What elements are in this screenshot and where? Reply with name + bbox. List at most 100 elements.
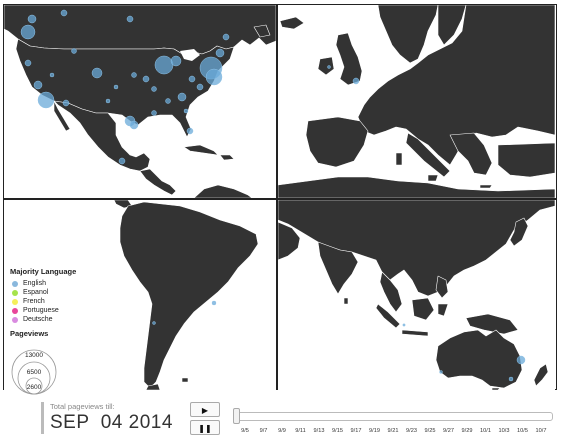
land-central-america	[139, 168, 177, 196]
timeline-tick: 9/13	[313, 428, 325, 434]
land-turkey	[497, 142, 555, 178]
legend-dot-french	[12, 298, 18, 305]
land-iceland	[279, 16, 305, 30]
north-america-map	[4, 5, 276, 198]
timeline-tick: 9/5	[241, 428, 249, 434]
timeline-tick: 9/21	[387, 428, 399, 434]
legend-item-english: English	[10, 279, 100, 288]
timeline-tick: 9/27	[443, 428, 454, 434]
timeline-tick: 9/11	[295, 428, 306, 434]
legend-label: Portuguese	[23, 307, 59, 314]
total-pageviews-label: Total pageviews till:	[50, 402, 115, 411]
land-india	[317, 241, 359, 295]
pageviews-size-legend: 13000 6500 2600	[11, 349, 57, 395]
land-canada	[4, 5, 276, 56]
land-new-zealand	[533, 363, 549, 387]
timeline-tick: 9/25	[424, 428, 436, 434]
land-mexico	[53, 100, 151, 172]
timeline-slider-handle[interactable]	[233, 408, 240, 424]
land-iberia	[305, 116, 369, 168]
play-icon: ▶	[201, 406, 209, 415]
land-usa	[15, 38, 235, 138]
legend-label: Espanol	[23, 289, 49, 296]
timeline-tick: 9/7	[259, 428, 268, 434]
timeline-ticks: 9/5 9/7 9/9 9/11 9/13 9/15 9/17 9/19 9/21 9/23 9/2…	[237, 428, 553, 438]
land-baja	[53, 100, 71, 132]
land-australia	[435, 329, 523, 389]
land-uk	[335, 32, 363, 86]
timeline-tick: 9/29	[461, 428, 473, 434]
pause-button[interactable]: ❚❚	[190, 420, 220, 435]
map-panel-south-america[interactable]	[4, 200, 276, 390]
land-finland	[437, 5, 467, 46]
land-tasmania	[491, 387, 501, 390]
legend-item-deutsche: Deutsche	[10, 315, 100, 324]
map-panel-europe[interactable]	[278, 5, 555, 198]
asia-oceania-map	[278, 200, 555, 390]
land-scandinavia	[377, 5, 439, 64]
timeline-tick: 9/9	[278, 428, 286, 434]
legend-item-espanol: Espanol	[10, 288, 100, 297]
legend-label: English	[23, 280, 46, 287]
land-java	[401, 329, 429, 337]
timeline-tick: 10/7	[535, 428, 547, 434]
timeline-tick: 9/19	[369, 428, 380, 434]
land-cuba	[183, 144, 219, 156]
legend-item-french: French	[10, 297, 100, 306]
panel-divider-horizontal	[4, 198, 556, 200]
land-newfoundland	[253, 24, 271, 38]
legend-dot-espanol	[12, 289, 18, 296]
legend-dot-english	[12, 280, 18, 287]
timeline-tick: 10/5	[517, 428, 528, 434]
pause-icon: ❚❚	[198, 424, 212, 433]
land-crete	[479, 184, 493, 189]
land-new-guinea	[465, 313, 519, 335]
pv-label-13000: 13000	[25, 352, 43, 359]
play-button[interactable]: ▶	[190, 402, 220, 417]
legend-label: French	[23, 298, 45, 305]
timeline-tick: 9/23	[406, 428, 417, 434]
land-south-america	[119, 201, 259, 389]
panel-divider-vertical	[276, 5, 278, 389]
land-falklands	[181, 377, 189, 383]
land-sardinia	[395, 152, 403, 166]
land-mainland-europe	[357, 5, 555, 166]
land-sumatra	[375, 303, 401, 329]
land-philippines	[435, 275, 449, 299]
land-indochina	[379, 271, 403, 313]
timeline-tick: 9/15	[332, 428, 343, 434]
timeline-controls: Total pageviews till: SEP 04 2014 ▶ ❚❚ 9…	[0, 392, 562, 444]
land-sicily	[427, 174, 439, 182]
legend-label: Deutsche	[23, 316, 53, 323]
timeline-tick: 10/1	[480, 428, 491, 434]
land-balkans	[449, 132, 493, 176]
world-map-grid: Majority Language English Espanol French…	[3, 4, 557, 395]
timeline-tick: 9/17	[350, 428, 362, 434]
europe-map	[278, 5, 555, 198]
land-great-lakes	[180, 49, 200, 61]
legend: Majority Language English Espanol French…	[10, 267, 100, 395]
land-sulawesi	[437, 303, 449, 317]
pv-label-6500: 6500	[27, 369, 42, 376]
timeline-tick: 10/3	[498, 428, 510, 434]
land-borneo	[411, 297, 435, 321]
map-panel-asia-oceania[interactable]	[278, 200, 555, 390]
pageviews-legend-title: Pageviews	[10, 329, 49, 338]
date-display: Total pageviews till: SEP 04 2014	[41, 402, 173, 434]
land-italy	[405, 132, 451, 178]
legend-title: Majority Language	[10, 267, 77, 276]
land-hispaniola	[219, 154, 235, 161]
current-date: SEP 04 2014	[50, 412, 173, 433]
land-north-africa	[278, 176, 555, 198]
legend-dot-portuguese	[12, 307, 18, 314]
map-panel-north-america[interactable]	[4, 5, 276, 198]
pv-label-2600: 2600	[27, 384, 42, 391]
land-south-america-tip	[193, 184, 253, 198]
land-sri-lanka	[343, 297, 349, 305]
land-ireland	[317, 56, 335, 76]
land-tierra-del-fuego	[145, 383, 161, 390]
timeline-slider-track[interactable]	[233, 412, 553, 421]
south-america-map	[113, 200, 259, 390]
pv-circle-small	[25, 377, 43, 395]
legend-item-portuguese: Portuguese	[10, 306, 100, 315]
